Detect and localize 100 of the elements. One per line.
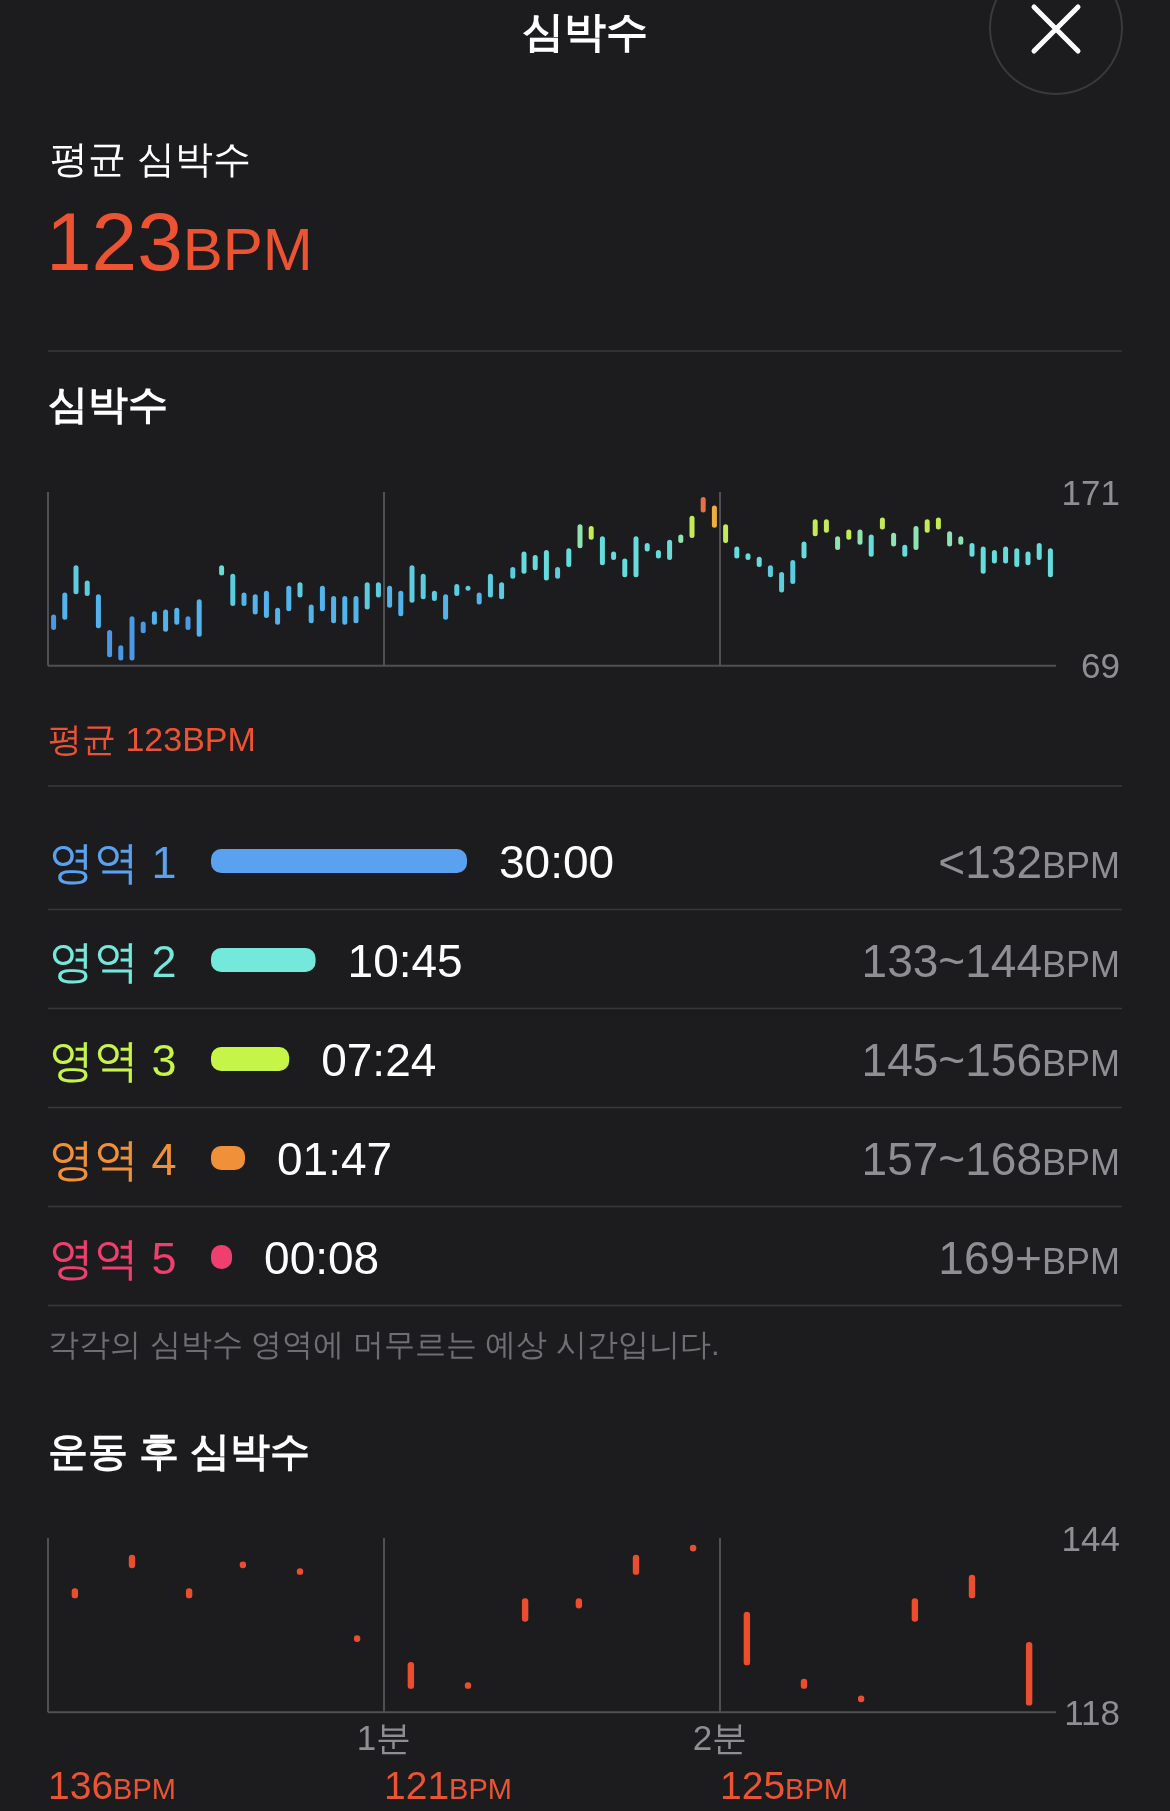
data-label: 01:47 xyxy=(277,1133,393,1185)
bar xyxy=(420,573,426,600)
data-label: 10:45 xyxy=(347,935,463,987)
bar xyxy=(129,616,135,661)
bar xyxy=(577,524,583,549)
bar xyxy=(196,599,202,637)
bar xyxy=(151,611,157,625)
bar xyxy=(319,585,325,612)
bar xyxy=(823,519,829,533)
bar xyxy=(891,532,897,547)
y2-tick-label: <132BPM xyxy=(938,836,1120,888)
chart-title: 운동 후 심박수 xyxy=(48,1429,311,1473)
bar xyxy=(913,526,919,550)
bar xyxy=(454,583,460,596)
bar xyxy=(622,558,628,578)
bar xyxy=(812,519,818,537)
text: 심박수 xyxy=(522,8,648,55)
bar xyxy=(532,555,538,571)
bar xyxy=(185,616,191,630)
bar xyxy=(700,497,706,513)
y2-tick-label: 157~168BPM xyxy=(861,1133,1120,1185)
bar xyxy=(286,585,292,612)
x-tick-label: 2분 xyxy=(692,1718,748,1758)
text: 125BPM xyxy=(720,1764,848,1807)
bar xyxy=(521,1598,529,1622)
bar xyxy=(711,505,717,528)
bar xyxy=(1014,548,1020,567)
bar xyxy=(1025,551,1031,566)
bar xyxy=(62,592,68,620)
bar xyxy=(364,582,370,610)
bar xyxy=(868,534,874,557)
bar xyxy=(767,565,773,578)
y2-tick-label: 133~144BPM xyxy=(861,935,1120,987)
bar xyxy=(407,1662,415,1689)
bar xyxy=(241,592,247,607)
data-label: 00:08 xyxy=(264,1232,380,1284)
text: 평균 심박수 xyxy=(50,138,251,180)
bar xyxy=(174,607,180,625)
bar xyxy=(252,594,258,615)
bar xyxy=(801,541,807,559)
bar xyxy=(588,526,594,540)
bar xyxy=(107,629,113,658)
bar xyxy=(924,519,930,533)
y-tick-label: 69 xyxy=(1081,646,1120,686)
bar xyxy=(756,556,762,567)
bar xyxy=(543,549,549,581)
text: 121BPM xyxy=(384,1764,512,1807)
chart-title: 심박수 xyxy=(48,382,168,426)
bar xyxy=(375,582,381,598)
bar xyxy=(409,565,415,603)
bar xyxy=(510,566,516,579)
y2-tick-label: 169+BPM xyxy=(938,1232,1120,1284)
bar xyxy=(118,645,124,661)
y-tick-label: 171 xyxy=(1061,472,1120,512)
bar xyxy=(84,580,90,596)
y-tick-label: 영역 4 xyxy=(49,1134,177,1185)
bar xyxy=(521,551,527,574)
bar xyxy=(969,543,975,557)
bar xyxy=(911,1598,919,1622)
bar xyxy=(779,572,785,593)
bar xyxy=(431,590,437,601)
bar xyxy=(487,573,493,598)
y-tick-label: 영역 5 xyxy=(49,1233,177,1284)
bar xyxy=(980,546,986,574)
y-tick-label: 118 xyxy=(1064,1692,1120,1732)
data-label: 07:24 xyxy=(321,1034,437,1086)
x-tick-label: 1분 xyxy=(356,1718,412,1758)
bar xyxy=(163,609,169,632)
bar xyxy=(902,544,908,557)
bar xyxy=(1025,1641,1033,1706)
bar xyxy=(398,590,404,617)
bar xyxy=(632,1554,640,1575)
bar xyxy=(689,515,695,538)
bar xyxy=(566,548,572,567)
bar xyxy=(95,594,101,629)
bar xyxy=(1036,543,1042,561)
bar xyxy=(51,614,57,630)
bar xyxy=(342,595,348,625)
y-tick-label: 영역 3 xyxy=(49,1035,177,1086)
text: 평균 123BPM xyxy=(48,720,256,758)
bar xyxy=(387,585,393,608)
bar xyxy=(297,582,303,598)
bar xyxy=(667,539,673,561)
bar xyxy=(790,560,796,584)
bar xyxy=(947,531,953,547)
bar xyxy=(835,536,841,550)
bar xyxy=(230,573,236,607)
text: 123BPM xyxy=(46,196,313,287)
bar xyxy=(140,621,146,634)
bar xyxy=(499,582,505,600)
bar xyxy=(991,549,997,564)
y-tick-label: 영역 1 xyxy=(49,837,177,888)
bar xyxy=(1047,548,1053,578)
data-label: 30:00 xyxy=(499,836,615,888)
bar xyxy=(275,607,281,625)
y-tick-label: 영역 2 xyxy=(49,936,177,987)
bar xyxy=(263,590,269,619)
bar xyxy=(331,595,337,624)
y2-tick-label: 145~156BPM xyxy=(861,1034,1120,1086)
bar xyxy=(633,536,639,578)
